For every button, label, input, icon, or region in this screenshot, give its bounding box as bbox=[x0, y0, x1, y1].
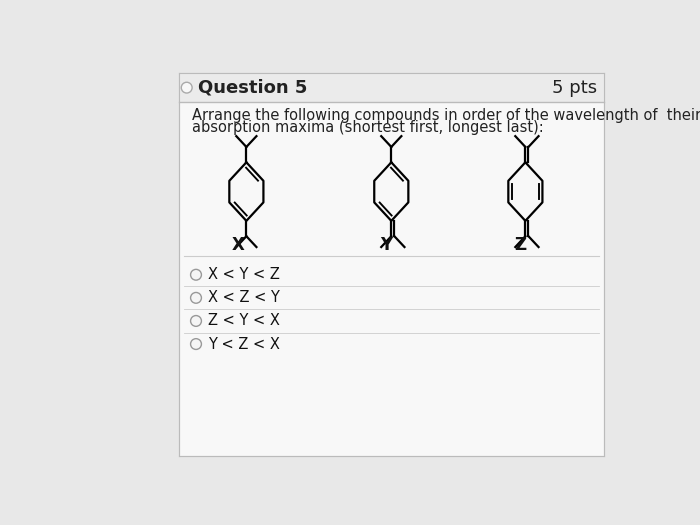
Text: Y < Z < X: Y < Z < X bbox=[208, 337, 279, 352]
Text: Z < Y < X: Z < Y < X bbox=[208, 313, 279, 329]
Text: Y: Y bbox=[380, 236, 392, 255]
Circle shape bbox=[190, 269, 202, 280]
Circle shape bbox=[181, 82, 192, 93]
Bar bbox=[179, 73, 603, 101]
Text: Z: Z bbox=[514, 236, 526, 255]
Text: Question 5: Question 5 bbox=[197, 79, 307, 97]
Text: absorption maxima (shortest first, longest last):: absorption maxima (shortest first, longe… bbox=[192, 120, 544, 135]
Text: Arrange the following compounds in order of the wavelength of  their: Arrange the following compounds in order… bbox=[192, 108, 700, 123]
Bar bbox=[179, 73, 603, 456]
Circle shape bbox=[190, 339, 202, 350]
Text: X < Z < Y: X < Z < Y bbox=[208, 290, 279, 306]
Text: X < Y < Z: X < Y < Z bbox=[208, 267, 279, 282]
Text: 5 pts: 5 pts bbox=[552, 79, 598, 97]
Circle shape bbox=[190, 316, 202, 327]
Circle shape bbox=[190, 292, 202, 303]
Text: X: X bbox=[232, 236, 245, 255]
